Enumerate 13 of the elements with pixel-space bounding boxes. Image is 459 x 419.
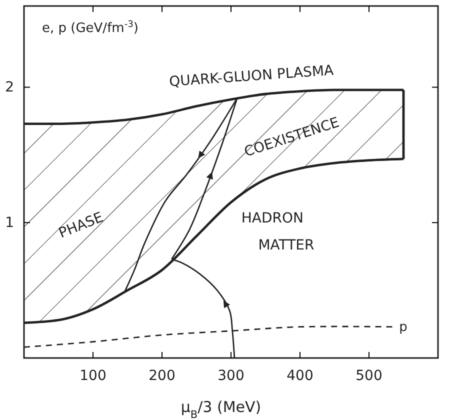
x-tick-label: 100 — [80, 368, 106, 384]
x-tick-label: 500 — [356, 368, 382, 384]
series-label: p — [399, 320, 408, 335]
x-axis-title: μ$_{B}$/3 (MeV) — [180, 398, 262, 419]
y-tick-label: 2 — [5, 80, 14, 96]
annotation: MATTER — [258, 238, 314, 254]
y-tick-label: 1 — [5, 215, 14, 232]
x-tick-label: 200 — [148, 368, 176, 384]
annotation: QUARK-GLUON PLASMA — [168, 62, 335, 90]
annotation: HADRON — [241, 210, 304, 227]
y-axis-title: e, p (GeV/fm$^{-3}$) — [42, 20, 138, 36]
x-tick-label: 300 — [218, 368, 244, 384]
x-tick-label: 400 — [286, 368, 314, 384]
